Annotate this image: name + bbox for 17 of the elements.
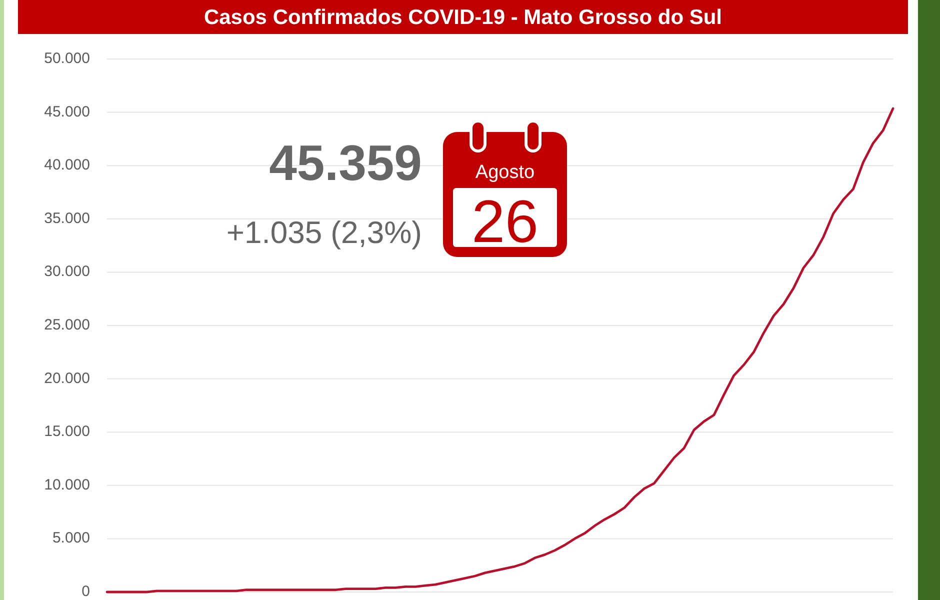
y-tick-label: 45.000 xyxy=(44,103,90,120)
y-tick-label: 35.000 xyxy=(44,210,90,227)
y-tick-label: 10.000 xyxy=(44,476,90,494)
annotation: +1.035 (2,3%) xyxy=(226,215,422,250)
chart-title: Casos Confirmados COVID-19 - Mato Grosso do Sul xyxy=(204,6,722,29)
annotation: 45.359 xyxy=(269,135,422,191)
y-tick-label: 15.000 xyxy=(44,423,90,440)
y-tick-label: 25.000 xyxy=(44,316,90,334)
line-series xyxy=(106,107,894,594)
y-tick-label: 20.000 xyxy=(44,370,90,387)
y-tick-label: 50.000 xyxy=(44,50,90,67)
y-tick-label: 5.000 xyxy=(52,530,90,547)
annotation: Agosto xyxy=(475,162,535,183)
annotation: 26 xyxy=(472,188,538,255)
y-tick-label: 30.000 xyxy=(44,263,90,280)
y-tick-label: 0 xyxy=(82,582,90,600)
y-tick-label: 40.000 xyxy=(44,156,90,174)
